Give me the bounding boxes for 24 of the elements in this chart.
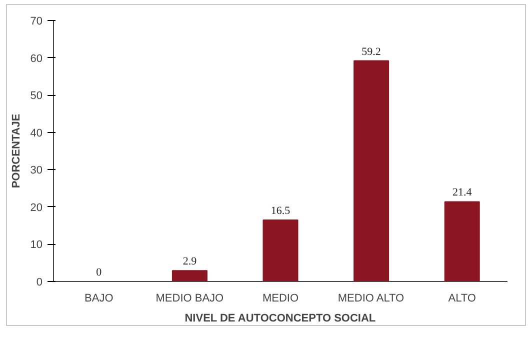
x-tick-label: MEDIO ALTO <box>338 292 405 304</box>
data-label: 2.9 <box>182 256 198 268</box>
bar <box>354 60 390 282</box>
y-tick-label: 50 <box>30 90 43 102</box>
x-axis-title: NIVEL DE AUTOCONCEPTO SOCIAL <box>184 312 376 324</box>
data-label: 59.2 <box>362 46 381 58</box>
bar <box>444 201 480 282</box>
y-tick-label: 10 <box>30 239 43 252</box>
x-tick-label: BAJO <box>84 292 114 304</box>
y-tick-label: 20 <box>30 202 43 214</box>
x-tick-label: MEDIO <box>262 292 299 304</box>
y-tick-label: 30 <box>30 164 43 177</box>
y-tick-label: 60 <box>30 52 43 65</box>
x-tick-label: MEDIO BAJO <box>156 292 224 304</box>
bar <box>172 270 208 282</box>
data-label: 21.4 <box>452 186 472 199</box>
y-tick-label: 40 <box>30 127 43 140</box>
y-tick-label: 0 <box>36 276 43 288</box>
data-label: 16.5 <box>270 204 291 217</box>
bar <box>262 219 298 282</box>
data-label: 0 <box>96 266 102 278</box>
y-tick-label: 70 <box>30 16 43 28</box>
y-axis-title: PORCENTAJE <box>10 114 22 188</box>
x-tick-label: ALTO <box>448 292 476 304</box>
